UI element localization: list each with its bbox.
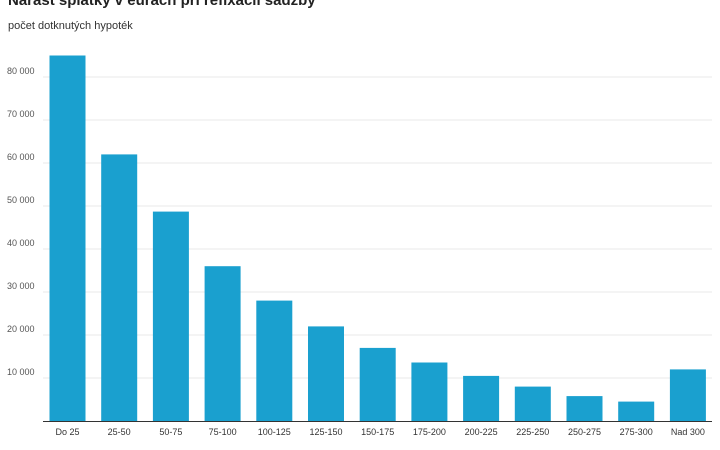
y-tick-label: 40 000 [7,238,35,248]
bar [411,362,448,421]
bar [618,401,655,421]
x-tick-label: 125-150 [309,427,342,437]
y-tick-label: 80 000 [7,66,35,76]
x-tick-label: 275-300 [620,427,653,437]
bar [49,55,86,421]
chart-title: Nárast splátky v eurách pri refixácii sa… [8,0,316,9]
bar [204,266,241,421]
bar [669,369,706,421]
bar [152,211,189,421]
x-tick-label: 25-50 [108,427,131,437]
x-tick-label: 75-100 [209,427,237,437]
bar [463,375,500,421]
bar [359,347,396,421]
x-tick-label: 250-275 [568,427,601,437]
y-tick-label: 30 000 [7,281,35,291]
grid-lines [43,76,712,379]
bar [256,300,293,421]
y-tick-label: 60 000 [7,152,35,162]
x-axis-tick-labels: Do 25 25-50 50-75 75-100 100-125 125-150 150-1… [55,427,704,437]
bars [49,55,706,421]
y-axis-tick-labels: 10 000 20 000 30 000 40 000 50 000 60 000 70 0… [7,66,35,377]
x-tick-label: 150-175 [361,427,394,437]
bar [101,154,138,421]
y-tick-label: 20 000 [7,324,35,334]
y-tick-label: 10 000 [7,367,35,377]
x-tick-label: 200-225 [465,427,498,437]
x-tick-label: 175-200 [413,427,446,437]
x-tick-label: 50-75 [159,427,182,437]
bar [308,326,344,421]
chart-subtitle: počet dotknutých hypoték [8,20,133,32]
x-tick-label: Nad 300 [671,427,705,437]
bar [514,386,551,421]
x-tick-label: Do 25 [55,427,79,437]
bar [566,396,603,421]
x-tick-label: 225-250 [516,427,549,437]
y-tick-label: 70 000 [7,109,35,119]
x-tick-label: 100-125 [258,427,291,437]
y-tick-label: 50 000 [7,195,35,205]
